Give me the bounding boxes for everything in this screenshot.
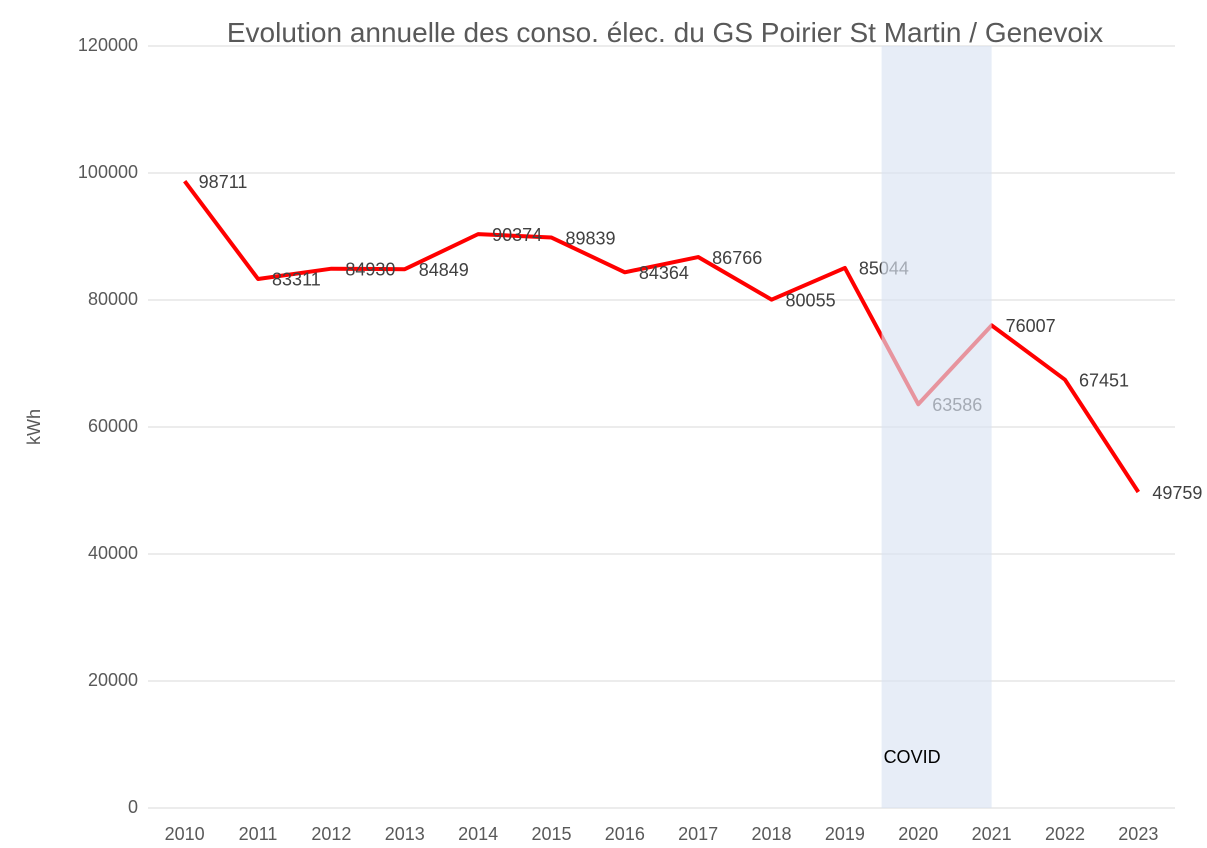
x-tick-label: 2014 (458, 824, 498, 844)
x-tick-label: 2021 (972, 824, 1012, 844)
data-label: 98711 (199, 172, 248, 192)
x-tick-label: 2017 (678, 824, 718, 844)
x-tick-label: 2022 (1045, 824, 1085, 844)
y-tick-label: 80000 (88, 289, 138, 309)
y-tick-label: 40000 (88, 543, 138, 563)
x-tick-label: 2010 (165, 824, 205, 844)
data-label: 84849 (419, 260, 469, 280)
y-tick-label: 20000 (88, 670, 138, 690)
line-series (183, 179, 1140, 494)
x-tick-label: 2016 (605, 824, 645, 844)
x-tick-label: 2012 (311, 824, 351, 844)
data-label: 86766 (712, 248, 762, 268)
x-tick-label: 2023 (1118, 824, 1158, 844)
data-label: 67451 (1079, 370, 1129, 390)
data-label: 83311 (272, 270, 321, 290)
y-tick-label: 100000 (78, 162, 138, 182)
x-tick-label: 2018 (752, 824, 792, 844)
x-tick-label: 2013 (385, 824, 425, 844)
chart-title: Evolution annuelle des conso. élec. du G… (226, 17, 1104, 48)
band-label: COVID (884, 747, 941, 767)
x-tick-label: 2015 (531, 824, 571, 844)
covid-band (881, 46, 992, 808)
y-axis-label: kWh (24, 409, 44, 445)
y-tick-label: 60000 (88, 416, 138, 436)
data-label: 84930 (345, 259, 395, 279)
x-tick-label: 2011 (239, 824, 278, 844)
y-tick-label: 0 (128, 797, 138, 817)
data-label: 90374 (492, 225, 542, 245)
data-label: 49759 (1152, 483, 1202, 503)
x-tick-label: 2019 (825, 824, 865, 844)
data-label: 80055 (786, 290, 836, 310)
data-label: 89839 (565, 228, 615, 248)
x-tick-label: 2020 (898, 824, 938, 844)
y-tick-label: 120000 (78, 35, 138, 55)
data-label: 76007 (1006, 316, 1056, 336)
data-label: 84364 (639, 263, 689, 283)
